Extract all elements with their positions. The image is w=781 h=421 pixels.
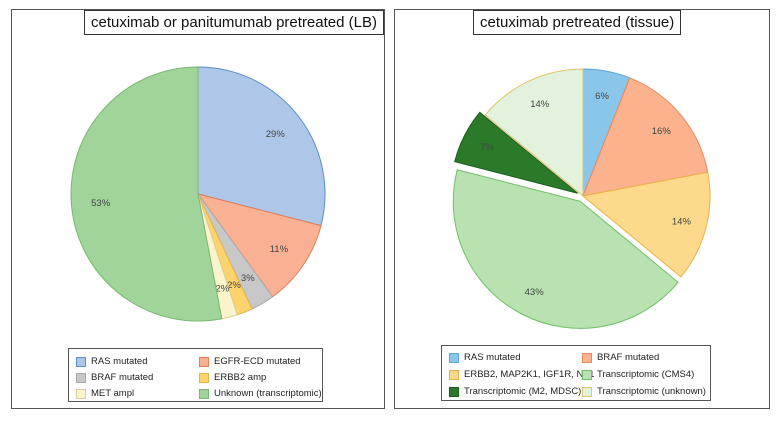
legend-swatch [76, 372, 86, 383]
legend-label: BRAF mutated [91, 372, 154, 383]
legend-label: Transcriptomic (unknown) [597, 386, 706, 397]
pie-slice-ras-mutated [197, 66, 326, 227]
legend-swatch [449, 352, 459, 363]
legend-label: ERBB2, MAP2K1, IGF1R, NF1 [464, 369, 595, 380]
legend-item-egfr-ecd-mutated: EGFR-ECD mutated [199, 356, 301, 367]
legend-label: RAS mutated [464, 352, 521, 363]
slice-label-erbb2-amp: 2% [227, 280, 241, 291]
slice-label-transcriptomic-m2-mdsc: 7% [480, 142, 494, 153]
legend-item-erbb2-amp: ERBB2 amp [199, 372, 266, 383]
pie-slice-transcriptomic-m2-mdsc [454, 111, 578, 194]
legend-label: Transcriptomic (M2, MDSC) [464, 386, 582, 397]
slice-label-met-ampl: 2% [215, 284, 229, 295]
legend-lb: RAS mutated EGFR-ECD mutated BRAF mutated E… [68, 348, 323, 402]
legend-swatch [582, 386, 592, 397]
legend-label: Unknown (transcriptomic) [214, 388, 322, 399]
legend-swatch [582, 369, 592, 380]
legend-item-transcriptomic-unknown: Transcriptomic (unknown) [582, 386, 706, 397]
legend-label: Transcriptomic (CMS4) [597, 369, 695, 380]
pie-slice-braf-mutated [582, 77, 709, 197]
slice-label-ras-mutated: 29% [266, 129, 286, 140]
legend-item-braf-mutated: BRAF mutated [582, 352, 659, 363]
legend-item-transcriptomic-m2-mdsc: Transcriptomic (M2, MDSC) [449, 386, 581, 397]
legend-swatch [582, 352, 592, 363]
legend-swatch [76, 388, 86, 399]
legend-label: MET ampl [91, 388, 135, 399]
legend-item-ras-mutated: RAS mutated [449, 352, 521, 363]
legend-item-met-ampl: MET ampl [76, 388, 134, 399]
slice-label-ras-mutated: 6% [595, 91, 609, 102]
legend-label: RAS mutated [91, 356, 148, 367]
pie-slice-transcriptomic-unknown [484, 68, 584, 198]
pie-chart-tissue: 6% 16% 14% 43% 7% 14% [452, 68, 711, 329]
legend-label: ERBB2 amp [214, 372, 267, 383]
legend-item-erbb2-map2k1-igf1r-nf1: ERBB2, MAP2K1, IGF1R, NF1 [449, 369, 594, 380]
chart-title-lb: cetuximab or panitumumab pretreated (LB) [84, 10, 384, 35]
pie-slice-erbb2-map2k1-igf1r-nf1 [581, 171, 711, 278]
chart-title-tissue: cetuximab pretreated (tissue) [473, 10, 682, 35]
pie-chart-lb: 29%11%3%2%2%53% [70, 66, 326, 322]
legend-tissue: RAS mutated BRAF mutated ERBB2, MAP2K1, IG… [441, 345, 711, 401]
pie-slice-transcriptomic-cms4 [452, 169, 679, 329]
chart-panel-lb: 29% 11% 3% 2% 2% 53% cetuximab or panitumumab… [11, 9, 385, 409]
legend-swatch [199, 372, 209, 383]
legend-swatch [76, 356, 86, 367]
slice-label-braf-mutated: 3% [241, 273, 255, 284]
slice-label-egfr-ecd-mutated: 11% [270, 244, 289, 255]
legend-label: BRAF mutated [597, 352, 660, 363]
chart-panel-tissue: 6% 16% 14% 43% 7% 14% cetuximab pretreated (t… [394, 9, 770, 409]
slice-label-braf-mutated: 16% [652, 126, 672, 137]
legend-swatch [199, 388, 209, 399]
slice-label-unknown-transcriptomic: 53% [91, 198, 111, 209]
legend-swatch [449, 369, 459, 380]
legend-item-ras-mutated: RAS mutated [76, 356, 148, 367]
pie-slice-unknown-transcriptomic [70, 66, 223, 322]
legend-item-transcriptomic-cms4: Transcriptomic (CMS4) [582, 369, 694, 380]
legend-item-braf-mutated: BRAF mutated [76, 372, 153, 383]
pie-slice-egfr-ecd-mutated [196, 193, 322, 298]
legend-swatch [199, 356, 209, 367]
legend-item-unknown-transcriptomic: Unknown (transcriptomic) [199, 388, 322, 399]
legend-label: EGFR-ECD mutated [214, 356, 301, 367]
slice-label-transcriptomic-cms4: 43% [525, 287, 545, 298]
slice-label-erbb2-map2k1-igf1r-nf1: 14% [672, 216, 692, 227]
slice-label-transcriptomic-unknown: 14% [530, 99, 550, 110]
legend-swatch [449, 386, 459, 397]
